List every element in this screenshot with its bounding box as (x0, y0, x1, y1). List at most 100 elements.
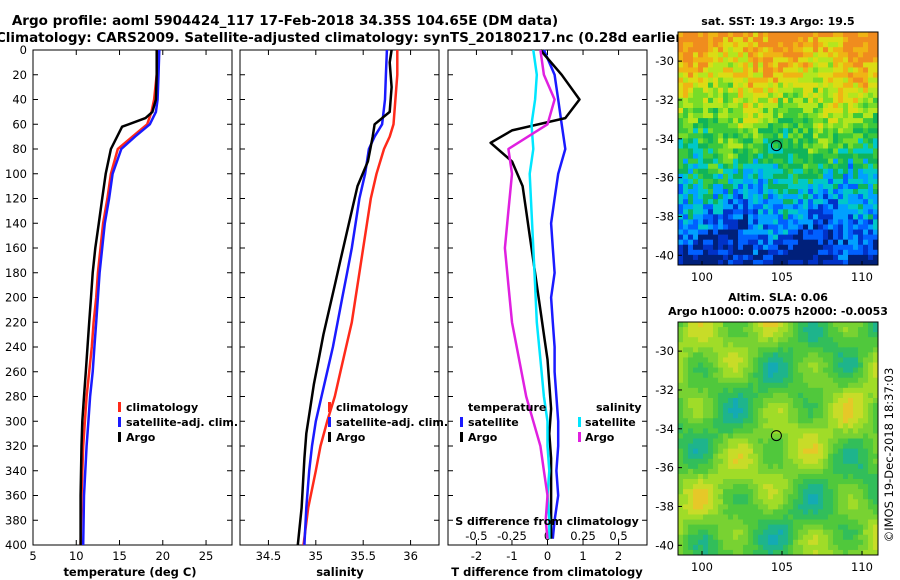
heatmap-cell (828, 194, 833, 199)
figure: Argo profile: aoml 5904424_117 17-Feb-20… (0, 0, 900, 580)
heatmap-cell (798, 103, 803, 108)
heatmap-cell (733, 439, 738, 444)
heatmap-cell (748, 332, 753, 337)
heatmap-cell (788, 67, 793, 72)
heatmap-cell (728, 47, 733, 52)
heatmap-cell (703, 388, 708, 393)
heatmap-cell (693, 373, 698, 378)
heatmap-cell (728, 474, 733, 479)
heatmap-cell (728, 103, 733, 108)
heatmap-cell (698, 383, 703, 388)
heatmap-cell (758, 224, 763, 229)
heatmap-cell (838, 332, 843, 337)
heatmap-cell (783, 444, 788, 449)
heatmap-cell (718, 189, 723, 194)
heatmap-cell (788, 469, 793, 474)
heatmap-cell (698, 540, 703, 545)
heatmap-cell (743, 219, 748, 224)
heatmap-cell (803, 403, 808, 408)
heatmap-cell (818, 204, 823, 209)
heatmap-cell (783, 240, 788, 245)
heatmap-cell (783, 230, 788, 235)
heatmap-cell (723, 378, 728, 383)
heatmap-cell (868, 535, 873, 540)
heatmap-cell (758, 347, 763, 352)
heatmap-cell (823, 530, 828, 535)
heatmap-cell (833, 509, 838, 514)
heatmap-cell (778, 444, 783, 449)
heatmap-cell (848, 540, 853, 545)
heatmap-cell (758, 418, 763, 423)
heatmap-cell (853, 530, 858, 535)
heatmap-cell (733, 73, 738, 78)
heatmap-cell (693, 245, 698, 250)
heatmap-cell (838, 123, 843, 128)
heatmap-cell (698, 108, 703, 113)
x-tick-label: 0 (544, 549, 551, 563)
heatmap-cell (753, 525, 758, 530)
heatmap-cell (738, 520, 743, 525)
heatmap-cell (743, 418, 748, 423)
heatmap-cell (818, 388, 823, 393)
heatmap-cell (768, 540, 773, 545)
heatmap-cell (748, 499, 753, 504)
heatmap-cell (858, 169, 863, 174)
heatmap-cell (678, 449, 683, 454)
heatmap-cell (753, 37, 758, 42)
heatmap-cell (843, 189, 848, 194)
heatmap-cell (813, 37, 818, 42)
heatmap-cell (853, 484, 858, 489)
heatmap-cell (808, 352, 813, 357)
heatmap-cell (748, 235, 753, 240)
heatmap-cell (758, 514, 763, 519)
heatmap-cell (753, 383, 758, 388)
heatmap-cell (848, 174, 853, 179)
heatmap-cell (853, 179, 858, 184)
heatmap-cell (863, 255, 868, 260)
heatmap-cell (798, 383, 803, 388)
heatmap-cell (758, 57, 763, 62)
heatmap-cell (693, 174, 698, 179)
heatmap-cell (793, 93, 798, 98)
heatmap-cell (763, 189, 768, 194)
heatmap-cell (763, 408, 768, 413)
heatmap-cell (753, 164, 758, 169)
heatmap-cell (853, 93, 858, 98)
heatmap-cell (703, 322, 708, 327)
heatmap-cell (803, 184, 808, 189)
heatmap-cell (788, 128, 793, 133)
heatmap-cell (743, 57, 748, 62)
heatmap-cell (778, 398, 783, 403)
heatmap-cell (828, 199, 833, 204)
heatmap-cell (758, 164, 763, 169)
heatmap-cell (868, 363, 873, 368)
heatmap-cell (818, 357, 823, 362)
heatmap-cell (753, 240, 758, 245)
heatmap-cell (798, 118, 803, 123)
heatmap-cell (738, 143, 743, 148)
heatmap-cell (833, 250, 838, 255)
heatmap-cell (783, 179, 788, 184)
heatmap-cell (788, 83, 793, 88)
heatmap-cell (743, 204, 748, 209)
heatmap-cell (753, 245, 758, 250)
heatmap-cell (818, 73, 823, 78)
heatmap-cell (868, 83, 873, 88)
heatmap-cell (783, 398, 788, 403)
heatmap-cell (683, 342, 688, 347)
heatmap-cell (688, 484, 693, 489)
heatmap-cell (763, 398, 768, 403)
heatmap-cell (698, 245, 703, 250)
heatmap-cell (803, 337, 808, 342)
heatmap-cell (788, 143, 793, 148)
heatmap-cell (838, 214, 843, 219)
heatmap-cell (758, 428, 763, 433)
heatmap-cell (713, 154, 718, 159)
heatmap-cell (743, 250, 748, 255)
heatmap-cell (838, 103, 843, 108)
heatmap-cell (693, 383, 698, 388)
heatmap-cell (813, 42, 818, 47)
heatmap-cell (688, 454, 693, 459)
heatmap-cell (683, 383, 688, 388)
heatmap-cell (803, 93, 808, 98)
